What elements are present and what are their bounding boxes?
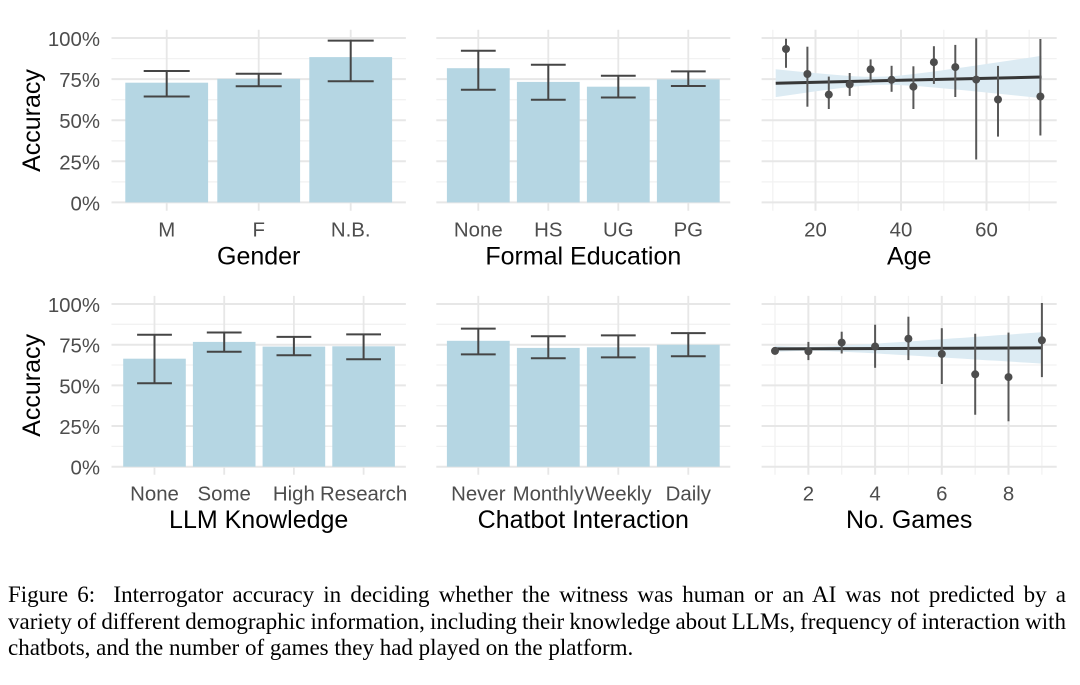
svg-text:25%: 25% bbox=[59, 152, 100, 174]
svg-text:6: 6 bbox=[936, 484, 947, 506]
svg-text:F: F bbox=[252, 220, 264, 242]
svg-text:20: 20 bbox=[804, 220, 827, 242]
svg-text:4: 4 bbox=[869, 484, 880, 506]
svg-text:Age: Age bbox=[887, 243, 931, 271]
svg-text:75%: 75% bbox=[59, 336, 100, 358]
svg-text:60: 60 bbox=[975, 220, 998, 242]
svg-text:8: 8 bbox=[1003, 484, 1014, 506]
svg-text:Research: Research bbox=[320, 484, 407, 506]
svg-text:100%: 100% bbox=[48, 29, 100, 51]
svg-text:Daily: Daily bbox=[666, 484, 712, 506]
svg-text:N.B.: N.B. bbox=[331, 220, 371, 242]
svg-text:25%: 25% bbox=[59, 417, 100, 439]
svg-text:LLM Knowledge: LLM Knowledge bbox=[169, 506, 348, 534]
svg-text:Chatbot Interaction: Chatbot Interaction bbox=[478, 506, 689, 534]
svg-text:0%: 0% bbox=[71, 193, 100, 215]
svg-text:Formal Education: Formal Education bbox=[485, 243, 681, 271]
svg-text:Never: Never bbox=[451, 484, 506, 506]
svg-text:HS: HS bbox=[534, 220, 562, 242]
svg-text:None: None bbox=[454, 220, 503, 242]
svg-text:M: M bbox=[158, 220, 175, 242]
svg-text:75%: 75% bbox=[59, 70, 100, 92]
svg-text:No. Games: No. Games bbox=[846, 506, 972, 534]
svg-text:UG: UG bbox=[603, 220, 634, 242]
svg-text:Weekly: Weekly bbox=[585, 484, 652, 506]
svg-text:PG: PG bbox=[674, 220, 703, 242]
svg-text:None: None bbox=[130, 484, 179, 506]
svg-text:2: 2 bbox=[803, 484, 814, 506]
svg-text:Accuracy: Accuracy bbox=[18, 69, 46, 172]
svg-text:50%: 50% bbox=[59, 111, 100, 133]
svg-text:Gender: Gender bbox=[217, 243, 300, 271]
svg-text:Some: Some bbox=[198, 484, 251, 506]
svg-text:100%: 100% bbox=[48, 295, 100, 317]
svg-text:Accuracy: Accuracy bbox=[18, 333, 46, 436]
svg-text:Monthly: Monthly bbox=[513, 484, 585, 506]
svg-text:50%: 50% bbox=[59, 376, 100, 398]
svg-text:40: 40 bbox=[890, 220, 913, 242]
svg-text:0%: 0% bbox=[71, 458, 100, 480]
svg-text:High: High bbox=[273, 484, 315, 506]
